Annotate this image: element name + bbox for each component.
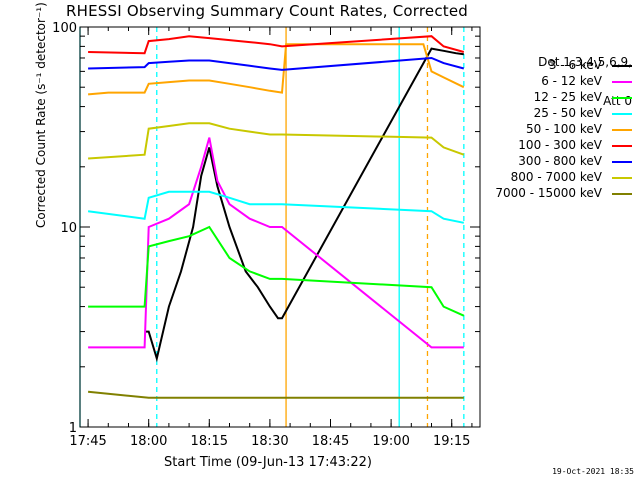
legend-label: 7000 - 15000 keV [495, 186, 602, 200]
x-tick-label-0: 17:45 [69, 434, 106, 449]
legend-swatch [612, 129, 632, 131]
legend-label: 50 - 100 keV [525, 122, 602, 136]
x-tick-label-5: 19:00 [372, 434, 409, 449]
x-tick-label-2: 18:15 [191, 434, 228, 449]
legend-label: 100 - 300 keV [518, 138, 602, 152]
series-line-6 [88, 56, 465, 71]
x-tick-label-6: 19:15 [433, 434, 470, 449]
series-line-5 [88, 35, 465, 55]
legend-label: 25 - 50 keV [533, 106, 602, 120]
y-tick-label-1: 10 [60, 221, 77, 236]
series-line-1 [88, 137, 464, 349]
legend-swatch [612, 145, 632, 147]
series-line-0 [144, 47, 464, 363]
legend-swatch [612, 193, 632, 195]
legend-swatch [612, 177, 632, 179]
y-tick-label-2: 100 [52, 21, 77, 36]
series-line-7 [88, 122, 465, 160]
x-axis-label: Start Time (09-Jun-13 17:43:22) [164, 455, 372, 470]
legend-label: 800 - 7000 keV [510, 170, 602, 184]
x-tick-label-1: 18:00 [130, 434, 167, 449]
x-tick-label-4: 18:45 [312, 434, 349, 449]
legend-swatch [612, 81, 632, 83]
legend-swatch [612, 97, 632, 99]
chart-title: RHESSI Observing Summary Count Rates, Co… [66, 2, 469, 20]
series-line-4 [88, 43, 465, 96]
legend-label: 300 - 800 keV [518, 154, 602, 168]
legend-label: 12 - 25 keV [533, 90, 602, 104]
legend-swatch [612, 65, 632, 67]
series-line-8 [88, 390, 464, 399]
y-axis-label: Corrected Count Rate (s⁻¹ detector⁻¹) [34, 2, 48, 228]
y-tick-label-0: 1 [69, 421, 77, 436]
legend-swatch [612, 113, 632, 115]
legend-label: 6 - 12 keV [541, 74, 602, 88]
legend-swatch [612, 161, 632, 163]
series-line-3 [87, 190, 464, 224]
series-line-2 [88, 225, 465, 317]
legend-label: 3 - 6 keV [548, 58, 602, 72]
x-tick-label-3: 18:30 [251, 434, 288, 449]
generation-timestamp: 19-Oct-2021 18:35 [552, 467, 634, 476]
